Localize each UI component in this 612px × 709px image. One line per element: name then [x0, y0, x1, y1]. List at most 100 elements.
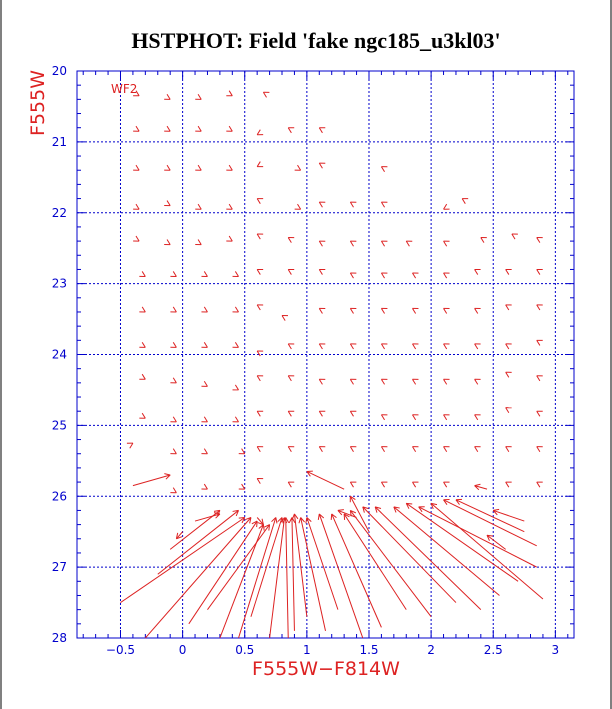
- vector-arrow: [362, 506, 457, 603]
- vector-arrow: [474, 307, 481, 314]
- vector-head-left: [172, 448, 177, 454]
- vector-head-left: [443, 379, 448, 385]
- vector-head-left: [505, 269, 510, 275]
- vector-arrow: [256, 198, 264, 204]
- vector-arrow: [195, 203, 202, 210]
- vector-arrow: [536, 410, 543, 417]
- vector-head-right: [306, 517, 312, 522]
- vector-head-left: [380, 379, 385, 385]
- vector-head-left: [505, 343, 510, 350]
- vector-arrow: [287, 237, 295, 243]
- vector-head-left: [455, 499, 460, 505]
- y-tick-label: 20: [52, 64, 67, 78]
- vector-head-left: [297, 203, 302, 210]
- vector-head-left: [412, 272, 417, 279]
- chart-title: HSTPHOT: Field 'fake ngc185_u3kl03': [131, 28, 500, 53]
- vector-head-right: [268, 524, 271, 531]
- vector-arrow: [380, 378, 388, 385]
- vector-head-left: [256, 410, 261, 417]
- vector-arrow: [349, 343, 357, 350]
- vector-arrow: [318, 307, 326, 314]
- vector-head-left: [280, 517, 285, 523]
- vector-arrow: [430, 502, 544, 600]
- vector-arrow: [238, 448, 246, 455]
- vector-head-left: [141, 373, 146, 380]
- vector-arrow: [412, 414, 419, 421]
- vector-head-left: [262, 92, 267, 98]
- vector-head-left: [203, 342, 208, 348]
- vector-arrow: [139, 373, 146, 380]
- vector-head-left: [256, 350, 261, 357]
- vector-arrow: [349, 307, 357, 314]
- vector-arrow: [133, 235, 140, 242]
- vector-head-right: [493, 508, 500, 511]
- vector-head-left: [380, 272, 385, 279]
- vector-arrow: [505, 446, 512, 453]
- vector-arrow: [256, 161, 264, 168]
- vector-shaft: [238, 517, 277, 639]
- vector-shaft: [486, 534, 506, 550]
- vector-head-left: [349, 410, 354, 417]
- vector-head-left: [197, 125, 202, 132]
- vector-head-left: [374, 506, 378, 513]
- vector-head-left: [380, 201, 385, 208]
- vector-head-left: [405, 503, 410, 509]
- vector-head-right: [257, 522, 264, 526]
- chip-annotation: WF2: [111, 82, 137, 96]
- vector-arrow: [505, 371, 512, 378]
- vector-arrow: [226, 203, 233, 210]
- vector-head-left: [380, 166, 385, 173]
- vector-arrow: [492, 508, 525, 522]
- vector-arrow: [201, 416, 208, 423]
- vector-head-left: [349, 201, 354, 208]
- vector-arrow: [380, 446, 388, 453]
- vector-arrow: [474, 414, 481, 421]
- vector-head-left: [203, 271, 208, 277]
- vector-arrow: [443, 203, 450, 210]
- vector-arrow: [330, 513, 382, 628]
- vector-head-left: [480, 237, 485, 243]
- vector-head-right: [486, 534, 494, 537]
- vector-arrow: [343, 513, 407, 610]
- vector-head-left: [536, 446, 541, 453]
- vector-head-left: [135, 203, 140, 210]
- vector-head-left: [405, 240, 410, 247]
- vector-arrow: [269, 517, 288, 639]
- vector-arrow: [443, 272, 450, 279]
- vector-head-left: [166, 93, 171, 100]
- vector-head-right: [337, 509, 344, 511]
- vector-head-right: [256, 129, 261, 136]
- vector-head-left: [287, 127, 292, 134]
- vector-head-left: [412, 414, 417, 421]
- vector-arrow: [405, 502, 519, 582]
- vector-head-left: [256, 375, 261, 382]
- vector-arrow: [132, 473, 171, 487]
- vector-arrow: [195, 125, 202, 132]
- vector-head-left: [287, 375, 292, 382]
- vector-head-left: [228, 203, 233, 210]
- vector-head-left: [443, 308, 448, 314]
- vector-arrow: [288, 517, 296, 631]
- vector-shaft: [157, 510, 239, 575]
- vector-arrow: [349, 446, 357, 453]
- vector-arrow: [256, 375, 264, 382]
- vector-shaft: [343, 513, 407, 610]
- vector-head-left: [287, 343, 292, 350]
- vector-head-left: [474, 343, 479, 350]
- vector-head-left: [282, 517, 287, 524]
- vector-arrow: [380, 166, 388, 173]
- vector-arrow: [349, 201, 357, 208]
- vector-head-left: [486, 535, 490, 541]
- vector-arrow: [201, 483, 208, 490]
- vector-head-left: [474, 269, 479, 275]
- vector-arrow: [139, 412, 146, 419]
- vector-head-right: [165, 474, 171, 480]
- vector-arrow: [157, 509, 239, 575]
- vector-arrow: [232, 306, 239, 313]
- vector-shaft: [256, 517, 264, 525]
- vector-head-left: [287, 481, 292, 488]
- vector-arrow: [536, 304, 543, 311]
- vector-arrow: [175, 531, 183, 540]
- vector-head-left: [380, 308, 385, 314]
- vector-arrow: [374, 506, 482, 611]
